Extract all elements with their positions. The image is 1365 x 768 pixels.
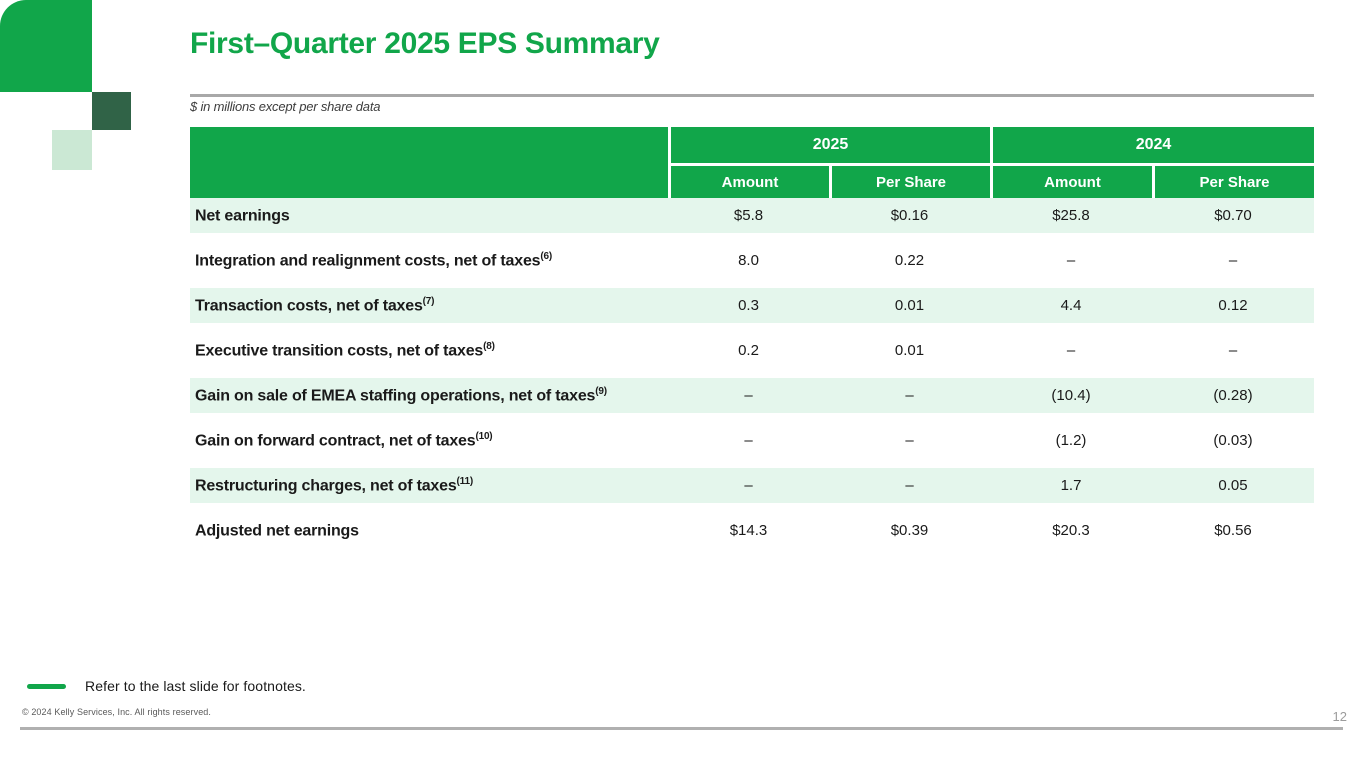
year-header-2024: 2024 bbox=[990, 127, 1314, 163]
row-label: Gain on forward contract, net of taxes(1… bbox=[190, 423, 668, 468]
page-title: First–Quarter 2025 EPS Summary bbox=[190, 27, 660, 60]
row-label-sup: (9) bbox=[595, 385, 607, 397]
row-label-text: Executive transition costs, net of taxes bbox=[195, 342, 484, 360]
table-row: Gain on sale of EMEA staffing operations… bbox=[190, 378, 1314, 423]
row-label-text: Gain on forward contract, net of taxes bbox=[195, 432, 476, 450]
row-value: $0.70 bbox=[1152, 198, 1314, 243]
table-row: Integration and realignment costs, net o… bbox=[190, 243, 1314, 288]
page-number: 12 bbox=[1332, 709, 1347, 724]
row-value: $0.56 bbox=[1152, 513, 1314, 558]
row-value: – bbox=[668, 468, 829, 513]
row-label-text: Integration and realignment costs, net o… bbox=[195, 252, 541, 270]
row-value: $0.39 bbox=[829, 513, 990, 558]
year-header-2025: 2025 bbox=[668, 127, 990, 163]
table-row: Adjusted net earnings $14.3 $0.39 $20.3 … bbox=[190, 513, 1314, 558]
col-header-2025-pershare: Per Share bbox=[829, 163, 990, 198]
row-value: 0.22 bbox=[829, 243, 990, 288]
table-row: Transaction costs, net of taxes(7) 0.3 0… bbox=[190, 288, 1314, 333]
table-row: Gain on forward contract, net of taxes(1… bbox=[190, 423, 1314, 468]
row-label: Transaction costs, net of taxes(7) bbox=[190, 288, 668, 333]
col-header-2024-amount: Amount bbox=[990, 163, 1152, 198]
row-value: $14.3 bbox=[668, 513, 829, 558]
row-value: 0.05 bbox=[1152, 468, 1314, 513]
row-value: (0.28) bbox=[1152, 378, 1314, 423]
eps-summary-table: 2025 2024 Amount Per Share Amount Per Sh… bbox=[190, 127, 1314, 558]
copyright: © 2024 Kelly Services, Inc. All rights r… bbox=[22, 707, 212, 717]
deco-square-pale-icon bbox=[52, 130, 92, 170]
footnote-dash-icon bbox=[27, 683, 66, 689]
col-header-2025-amount: Amount bbox=[668, 163, 829, 198]
row-value: – bbox=[1152, 333, 1314, 378]
row-label-sup: (7) bbox=[422, 295, 435, 307]
row-value: 0.3 bbox=[668, 288, 829, 333]
row-value: 0.12 bbox=[1152, 288, 1314, 333]
row-value: $5.8 bbox=[668, 198, 829, 243]
row-value: (10.4) bbox=[990, 378, 1152, 423]
row-label-sup: (8) bbox=[483, 340, 495, 352]
row-value: $20.3 bbox=[990, 513, 1152, 558]
table-body: Net earnings $5.8 $0.16 $25.8 $0.70 Inte… bbox=[190, 198, 1314, 558]
table-row: Executive transition costs, net of taxes… bbox=[190, 333, 1314, 378]
row-value: – bbox=[990, 243, 1152, 288]
row-value: – bbox=[990, 333, 1152, 378]
table-row: Restructuring charges, net of taxes(11) … bbox=[190, 468, 1314, 513]
row-label-text: Gain on sale of EMEA staffing operations… bbox=[195, 387, 596, 405]
row-label: Adjusted net earnings bbox=[190, 513, 668, 558]
row-label: Integration and realignment costs, net o… bbox=[190, 243, 668, 288]
row-value: 0.01 bbox=[829, 288, 990, 333]
row-value: 4.4 bbox=[990, 288, 1152, 333]
row-label-sup: (6) bbox=[540, 250, 552, 262]
row-value: – bbox=[829, 468, 990, 513]
row-label: Restructuring charges, net of taxes(11) bbox=[190, 468, 668, 513]
row-value: $25.8 bbox=[990, 198, 1152, 243]
table-header: 2025 2024 Amount Per Share Amount Per Sh… bbox=[190, 127, 1314, 198]
row-value: – bbox=[668, 378, 829, 423]
deco-square-dark-icon bbox=[92, 92, 131, 130]
deco-square-large-icon bbox=[0, 0, 92, 92]
row-label: Executive transition costs, net of taxes… bbox=[190, 333, 668, 378]
row-value: – bbox=[668, 423, 829, 468]
row-label: Net earnings bbox=[190, 198, 668, 243]
row-label-sup: (10) bbox=[475, 430, 493, 442]
row-value: $0.16 bbox=[829, 198, 990, 243]
row-value: – bbox=[1152, 243, 1314, 288]
row-value: 1.7 bbox=[990, 468, 1152, 513]
row-value: (0.03) bbox=[1152, 423, 1314, 468]
row-value: – bbox=[829, 378, 990, 423]
col-header-2024-pershare: Per Share bbox=[1152, 163, 1314, 198]
table-row: Net earnings $5.8 $0.16 $25.8 $0.70 bbox=[190, 198, 1314, 243]
label-column-header bbox=[190, 127, 668, 198]
row-label-text: Transaction costs, net of taxes bbox=[195, 297, 423, 315]
footnote-row: Refer to the last slide for footnotes. bbox=[27, 677, 306, 695]
row-label: Gain on sale of EMEA staffing operations… bbox=[190, 378, 668, 423]
row-value: 0.01 bbox=[829, 333, 990, 378]
footnote-note: Refer to the last slide for footnotes. bbox=[85, 678, 306, 694]
row-value: – bbox=[829, 423, 990, 468]
row-value: (1.2) bbox=[990, 423, 1152, 468]
row-value: 0.2 bbox=[668, 333, 829, 378]
bottom-rule bbox=[20, 727, 1343, 730]
row-label-sup: (11) bbox=[456, 475, 474, 487]
units-note: $ in millions except per share data bbox=[190, 99, 381, 114]
row-value: 8.0 bbox=[668, 243, 829, 288]
title-rule bbox=[190, 94, 1314, 97]
row-label-text: Restructuring charges, net of taxes bbox=[195, 477, 457, 495]
row-label-text: Adjusted net earnings bbox=[195, 522, 359, 540]
row-label-text: Net earnings bbox=[195, 207, 290, 225]
